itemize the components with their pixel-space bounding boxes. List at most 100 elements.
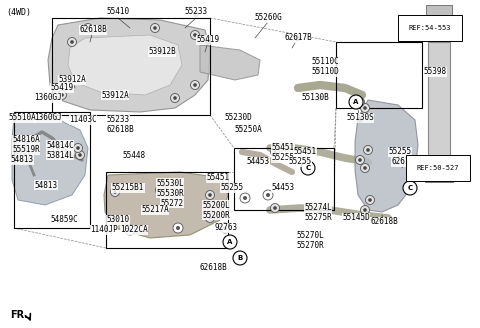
- Circle shape: [170, 93, 180, 102]
- Circle shape: [356, 155, 364, 165]
- Text: 55275R: 55275R: [304, 214, 332, 222]
- Text: 55233: 55233: [184, 8, 207, 16]
- Polygon shape: [200, 45, 260, 80]
- Circle shape: [193, 33, 197, 37]
- Text: 55530L: 55530L: [156, 178, 184, 188]
- Circle shape: [70, 40, 74, 44]
- Circle shape: [23, 153, 27, 157]
- Circle shape: [356, 97, 364, 107]
- Bar: [106, 172, 228, 248]
- Circle shape: [223, 235, 237, 249]
- Circle shape: [360, 104, 370, 113]
- Circle shape: [233, 251, 247, 265]
- Text: 55451: 55451: [271, 144, 295, 153]
- Text: 62618B: 62618B: [199, 263, 227, 273]
- Text: C: C: [305, 165, 311, 171]
- Circle shape: [153, 26, 157, 30]
- Circle shape: [173, 223, 183, 233]
- Text: 62618B: 62618B: [79, 26, 107, 34]
- Text: 55398: 55398: [423, 68, 446, 76]
- Circle shape: [366, 148, 370, 152]
- Text: 62618B: 62618B: [391, 157, 419, 167]
- Circle shape: [271, 203, 279, 213]
- Circle shape: [86, 26, 90, 30]
- Circle shape: [160, 49, 166, 55]
- Text: 53912A: 53912A: [101, 91, 129, 99]
- Circle shape: [60, 93, 64, 97]
- Circle shape: [223, 226, 227, 230]
- Text: 55272: 55272: [160, 198, 183, 208]
- Circle shape: [156, 186, 165, 195]
- Circle shape: [360, 163, 370, 173]
- Text: 55233: 55233: [107, 115, 130, 125]
- Text: 54816A: 54816A: [12, 135, 40, 145]
- Circle shape: [363, 106, 367, 110]
- Text: 55419: 55419: [196, 35, 219, 45]
- Circle shape: [266, 193, 270, 197]
- Circle shape: [365, 195, 374, 204]
- Circle shape: [113, 190, 117, 194]
- Bar: [426, 5, 452, 17]
- Circle shape: [58, 91, 67, 99]
- Text: 54813: 54813: [35, 180, 58, 190]
- Text: 55448: 55448: [122, 151, 145, 159]
- Text: 55255: 55255: [271, 154, 295, 162]
- Text: 1360GJ: 1360GJ: [34, 113, 62, 122]
- Circle shape: [220, 223, 230, 233]
- Circle shape: [240, 193, 250, 203]
- Circle shape: [360, 206, 370, 215]
- Circle shape: [56, 146, 60, 150]
- Polygon shape: [355, 100, 418, 212]
- Text: 55410: 55410: [107, 8, 130, 16]
- Polygon shape: [12, 115, 88, 205]
- Text: 1022CA: 1022CA: [120, 226, 148, 235]
- Text: 55255: 55255: [288, 157, 312, 167]
- Circle shape: [263, 190, 273, 200]
- Circle shape: [68, 37, 76, 47]
- Circle shape: [76, 146, 80, 150]
- Text: 54453: 54453: [271, 183, 295, 193]
- Text: 1140JP: 1140JP: [90, 226, 118, 235]
- Text: 55200L: 55200L: [202, 200, 230, 210]
- Text: 62617B: 62617B: [284, 33, 312, 43]
- Circle shape: [73, 144, 83, 153]
- Bar: [52, 18, 210, 115]
- Text: 55451: 55451: [293, 148, 317, 156]
- Text: 55130S: 55130S: [346, 113, 374, 122]
- Circle shape: [205, 191, 215, 199]
- Text: FR.: FR.: [10, 310, 28, 320]
- Text: 55250A: 55250A: [234, 126, 262, 134]
- Text: B: B: [415, 169, 420, 175]
- Circle shape: [358, 100, 362, 104]
- Circle shape: [75, 151, 84, 159]
- Circle shape: [352, 99, 358, 105]
- Text: 55274L: 55274L: [304, 203, 332, 213]
- Circle shape: [357, 117, 363, 123]
- Text: 55255: 55255: [220, 183, 243, 193]
- Circle shape: [295, 35, 301, 41]
- Text: (4WD): (4WD): [6, 8, 31, 17]
- Circle shape: [237, 125, 243, 131]
- Circle shape: [273, 150, 277, 154]
- Circle shape: [208, 193, 212, 197]
- Circle shape: [176, 226, 180, 230]
- Text: C: C: [408, 185, 413, 191]
- Bar: [428, 42, 450, 172]
- Circle shape: [301, 161, 315, 175]
- Circle shape: [368, 198, 372, 202]
- Text: 54453: 54453: [246, 157, 270, 167]
- Circle shape: [271, 148, 279, 156]
- Circle shape: [125, 225, 135, 235]
- Text: 62618B: 62618B: [106, 126, 134, 134]
- Circle shape: [403, 181, 417, 195]
- Text: 53814L: 53814L: [46, 151, 74, 159]
- Circle shape: [363, 166, 367, 170]
- Text: 54813: 54813: [11, 155, 34, 165]
- Polygon shape: [48, 18, 210, 112]
- Text: 55110C: 55110C: [311, 57, 339, 67]
- Text: 55510A: 55510A: [8, 113, 36, 122]
- Text: 53912B: 53912B: [148, 48, 176, 56]
- Text: 92763: 92763: [215, 223, 238, 233]
- Text: 55230D: 55230D: [224, 113, 252, 122]
- Text: 53912A: 53912A: [58, 75, 86, 85]
